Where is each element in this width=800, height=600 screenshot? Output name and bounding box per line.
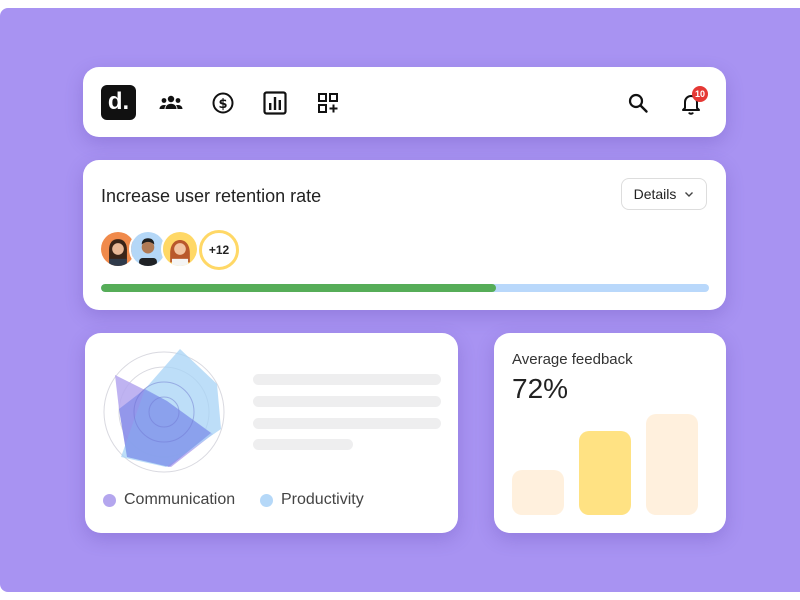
text-placeholder-line — [253, 439, 353, 450]
feedback-bar — [579, 431, 631, 515]
radar-chart — [103, 349, 225, 473]
app-logo[interactable]: d. — [101, 85, 136, 120]
feedback-value: 72% — [512, 373, 569, 404]
skills-radar-card: Communication Productivity — [85, 333, 458, 533]
average-feedback-card: Average feedback 72% — [494, 333, 726, 533]
goal-card: Increase user retention rate Details +12 — [83, 160, 726, 310]
progress-fill — [101, 284, 497, 292]
users-icon[interactable] — [157, 89, 185, 117]
search-icon[interactable] — [624, 89, 652, 117]
legend-dot — [103, 493, 116, 507]
legend-dot — [260, 493, 273, 507]
feedback-title: Average feedback — [512, 351, 633, 368]
notification-badge: 10 — [692, 86, 708, 102]
text-placeholder-line — [253, 418, 441, 429]
feedback-bar — [512, 470, 564, 515]
top-navigation-bar: d. $ 10 — [83, 67, 726, 137]
avatar[interactable] — [161, 230, 199, 268]
legend-item-productivity: Productivity — [260, 491, 364, 509]
more-members-badge[interactable]: +12 — [199, 230, 239, 270]
legend-item-communication: Communication — [103, 491, 235, 509]
svg-text:$: $ — [218, 97, 227, 112]
chevron-down-icon — [685, 192, 694, 197]
bar-chart-icon[interactable] — [261, 89, 289, 117]
details-label: Details — [633, 186, 677, 202]
text-placeholder-line — [253, 396, 441, 407]
dollar-icon[interactable]: $ — [209, 89, 237, 117]
legend-label: Communication — [124, 491, 236, 508]
text-placeholder-line — [253, 374, 441, 385]
apps-add-icon[interactable] — [314, 89, 342, 117]
legend-label: Productivity — [281, 491, 364, 508]
details-dropdown-button[interactable]: Details — [621, 178, 707, 210]
goal-title: Increase user retention rate — [101, 186, 322, 206]
feedback-bar — [646, 414, 698, 515]
progress-bar — [101, 284, 709, 292]
